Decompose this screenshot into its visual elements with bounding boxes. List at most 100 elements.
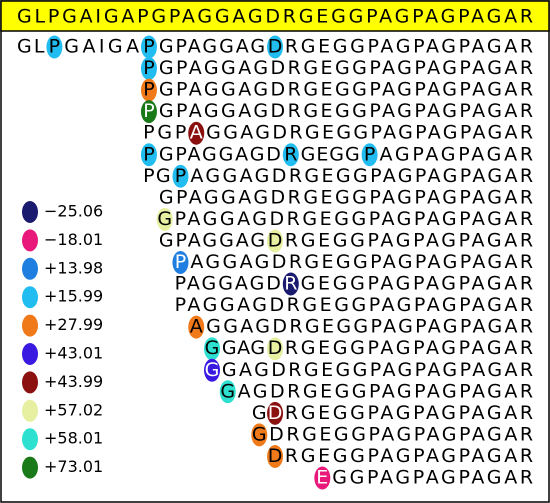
modification-highlight	[172, 164, 189, 188]
legend-label: +58.01	[44, 429, 103, 448]
modification-highlight	[251, 423, 268, 447]
residues: GAGDRGEGGPAGPAGPAGAR	[222, 359, 533, 381]
residues: GGAGDRGEGGPAGPAGPAGAR	[206, 316, 533, 338]
residues: AGGAGDRGEGGPAGPAGPAGAR	[190, 251, 533, 273]
modified-residue: E	[316, 467, 328, 489]
legend-label: +13.98	[44, 258, 103, 277]
legend-label: +43.01	[44, 344, 103, 363]
residues: DRGEGGPAGPAGPAGAR	[269, 423, 533, 445]
legend-label: −25.06	[44, 202, 103, 221]
modified-residue: R	[284, 143, 297, 165]
legend-label: +15.99	[44, 287, 103, 306]
modification-highlight	[204, 358, 220, 382]
residues: GAG	[222, 337, 265, 359]
residues: GPAGGAGD	[159, 143, 281, 165]
modification-highlight	[156, 207, 173, 231]
residues: GPAGGAGDRGEGGPAGPAGPAGAR	[159, 79, 533, 101]
modified-residue: G	[252, 423, 267, 445]
residues: GPAGGAGDRGEGGPAGPAGPAGAR	[159, 100, 533, 122]
residues: GPAGGAGDRGEGGPAGPAGPAGAR	[159, 57, 533, 79]
modified-residue: P	[49, 36, 60, 58]
modification-highlight	[219, 380, 236, 404]
modified-residue: P	[143, 57, 154, 79]
residues: RGEGGPAGPAGPAGAR	[285, 402, 533, 424]
modified-residue: D	[268, 402, 283, 424]
modified-residue: G	[157, 208, 172, 230]
residues: RGEGGPAGPAGPAGAR	[285, 445, 533, 467]
modification-highlight	[267, 35, 284, 59]
modification-highlight	[204, 337, 220, 361]
legend-label: +43.99	[44, 372, 103, 391]
modification-highlight	[282, 143, 299, 167]
modification-highlight	[172, 251, 189, 274]
legend-swatch	[22, 286, 38, 309]
modification-highlight	[188, 315, 205, 339]
modification-highlight	[46, 35, 63, 59]
residues: RGEGGPAGPAGPAGAR	[285, 36, 533, 58]
modified-residue: D	[268, 445, 283, 467]
legend-swatch	[22, 399, 38, 422]
modification-highlight	[267, 229, 284, 253]
modified-residue: A	[190, 122, 203, 144]
modified-residue: A	[190, 316, 203, 338]
residues: GEGGPAGPAGPAGAR	[301, 273, 533, 295]
modification-highlight	[282, 272, 299, 296]
residues: G	[252, 402, 267, 424]
residues: PAGGAGD	[175, 273, 281, 295]
legend-swatch	[22, 229, 38, 252]
legend-swatch	[22, 371, 38, 394]
legend-label: +57.02	[44, 400, 103, 419]
modified-residue: P	[175, 251, 186, 273]
modification-highlight	[267, 401, 284, 425]
residues: PG	[143, 165, 171, 187]
modified-residue: G	[205, 337, 220, 359]
sequence: GLPGAIGAPGPAGGAGDRGEGGPAGPAGPAGAR	[17, 6, 533, 28]
modified-residue: D	[268, 229, 283, 251]
residues: PAGGAGDRGEGGPAGPAGPAGAR	[175, 294, 533, 316]
modified-residue: P	[143, 36, 154, 58]
legend-swatch	[22, 456, 38, 479]
residues: PGP	[143, 122, 186, 144]
modification-highlight	[140, 57, 157, 81]
residues: GPAGGAG	[159, 36, 265, 58]
modification-highlight	[140, 78, 157, 102]
residues: GGAGDRGEGGPAGPAGPAGAR	[206, 122, 533, 144]
residues: PAGGAGDRGEGGPAGPAGPAGAR	[175, 208, 533, 230]
modification-highlight	[267, 337, 284, 361]
legend-label: −18.01	[44, 230, 103, 249]
modified-residue: G	[220, 380, 235, 402]
legend-swatch	[22, 428, 38, 451]
residues: AGGAGDRGEGGPAGPAGPAGAR	[190, 165, 533, 187]
residues: RGEGGPAGPAGPAGAR	[285, 337, 533, 359]
residues: GAIGA	[64, 36, 139, 58]
residues: GL	[17, 36, 45, 58]
modified-residue: P	[175, 165, 186, 187]
modification-highlight	[140, 35, 157, 59]
residues: AGDRGEGGPAGPAGPAGAR	[238, 380, 533, 402]
modification-highlight	[140, 143, 157, 167]
modified-residue: D	[268, 337, 283, 359]
residues: GPAGGAGDRGEGGPAGPAGPAGAR	[159, 186, 533, 208]
modification-highlight	[188, 121, 205, 145]
residues: GGPAGPAGPAGAR	[332, 467, 533, 489]
modified-residue: P	[143, 100, 154, 122]
legend-label: +73.01	[44, 457, 103, 476]
modified-residue: P	[364, 143, 375, 165]
modified-residue: D	[268, 36, 283, 58]
modification-highlight	[267, 444, 284, 468]
residues: GEGG	[301, 143, 360, 165]
residues: GPAGGAG	[159, 229, 265, 251]
modified-residue: R	[284, 273, 297, 295]
modification-highlight	[314, 466, 331, 490]
legend-swatch	[22, 257, 38, 280]
sequence-header	[0, 0, 550, 32]
residues: RGEGGPAGPAGPAGAR	[285, 229, 533, 251]
legend-swatch	[22, 343, 38, 365]
legend-swatch	[22, 201, 38, 223]
modified-residue: G	[205, 359, 220, 381]
modification-highlight	[361, 143, 378, 167]
legend-swatch	[22, 314, 38, 337]
modified-residue: P	[143, 143, 154, 165]
modification-highlight	[140, 100, 157, 124]
